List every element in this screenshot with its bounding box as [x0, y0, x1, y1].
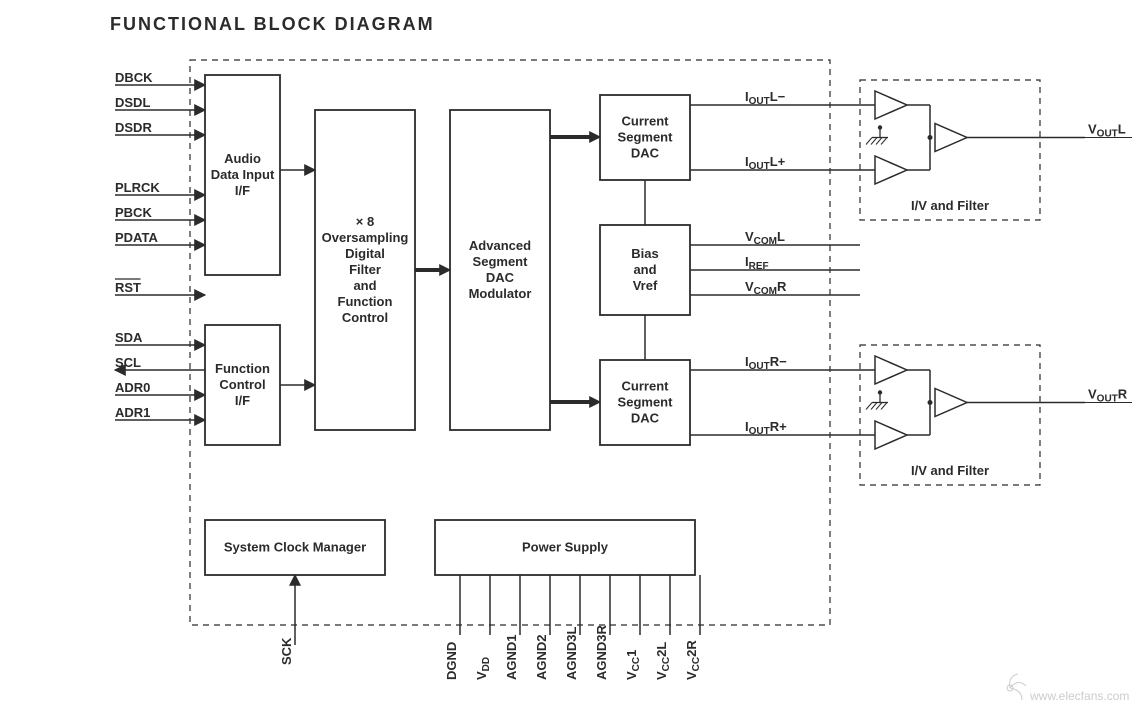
svg-text:VCC2L: VCC2L: [654, 642, 672, 680]
svg-text:Control: Control: [342, 310, 388, 325]
iv-filter: I/V and Filter VOUTL: [860, 80, 1132, 220]
block-clock_mgr: System Clock Manager: [224, 540, 366, 555]
pin-out: IOUTL+: [690, 154, 860, 172]
svg-text:Modulator: Modulator: [469, 286, 532, 301]
block-modulator: AdvancedSegmentDACModulator: [469, 238, 532, 301]
svg-text:Segment: Segment: [618, 130, 674, 145]
pin-scl: SCL: [115, 355, 205, 370]
iv-filter: I/V and Filter VOUTR: [860, 345, 1132, 485]
block-dac_l: CurrentSegmentDAC: [618, 114, 674, 161]
svg-text:Bias: Bias: [631, 246, 658, 261]
svg-text:PBCK: PBCK: [115, 205, 152, 220]
svg-text:Filter: Filter: [349, 262, 381, 277]
svg-text:DGND: DGND: [444, 642, 459, 680]
svg-text:SDA: SDA: [115, 330, 143, 345]
pin-dsdl: DSDL: [115, 95, 205, 110]
svg-text:Current: Current: [622, 114, 670, 129]
svg-text:PDATA: PDATA: [115, 230, 158, 245]
svg-text:I/V and Filter: I/V and Filter: [911, 198, 989, 213]
svg-text:PLRCK: PLRCK: [115, 180, 160, 195]
svg-text:I/V and Filter: I/V and Filter: [911, 463, 989, 478]
svg-text:AGND1: AGND1: [504, 634, 519, 680]
svg-text:Segment: Segment: [473, 254, 529, 269]
svg-text:VCC2R: VCC2R: [684, 640, 702, 680]
svg-text:Vref: Vref: [633, 278, 658, 293]
svg-text:SCK: SCK: [279, 637, 294, 665]
block-audio_if: AudioData InputI/F: [211, 151, 275, 198]
svg-text:System Clock Manager: System Clock Manager: [224, 540, 366, 555]
svg-text:ADR1: ADR1: [115, 405, 150, 420]
svg-text:AGND3R: AGND3R: [594, 624, 609, 680]
pin-out: VCOML: [690, 229, 860, 247]
pin-plrck: PLRCK: [115, 180, 205, 195]
svg-text:Function: Function: [215, 361, 270, 376]
pin-out: IOUTR−: [690, 354, 860, 372]
svg-text:I/F: I/F: [235, 183, 250, 198]
block-bias: BiasandVref: [631, 246, 658, 293]
pin-out: VCOMR: [690, 279, 860, 297]
svg-text:and: and: [353, 278, 376, 293]
svg-text:www.elecfans.com: www.elecfans.com: [1029, 689, 1129, 703]
svg-text:ADR0: ADR0: [115, 380, 150, 395]
svg-text:I/F: I/F: [235, 393, 250, 408]
block-filter: × 8OversamplingDigitalFilterandFunctionC…: [322, 214, 409, 325]
svg-text:Digital: Digital: [345, 246, 385, 261]
svg-text:Segment: Segment: [618, 395, 674, 410]
svg-text:DSDL: DSDL: [115, 95, 150, 110]
svg-text:DAC: DAC: [631, 411, 660, 426]
svg-text:FUNCTIONAL BLOCK DIAGRAM: FUNCTIONAL BLOCK DIAGRAM: [110, 14, 435, 34]
block-func_if: FunctionControlI/F: [215, 361, 270, 408]
pin-pdata: PDATA: [115, 230, 205, 245]
pin-out: IOUTR+: [690, 419, 860, 437]
pin-pbck: PBCK: [115, 205, 205, 220]
svg-text:and: and: [633, 262, 656, 277]
svg-text:DAC: DAC: [631, 146, 660, 161]
svg-text:DAC: DAC: [486, 270, 515, 285]
svg-text:Function: Function: [338, 294, 393, 309]
svg-text:Power Supply: Power Supply: [522, 540, 609, 555]
svg-text:DBCK: DBCK: [115, 70, 153, 85]
block-dac_r: CurrentSegmentDAC: [618, 379, 674, 426]
pin-sda: SDA: [115, 330, 205, 345]
svg-text:SCL: SCL: [115, 355, 141, 370]
watermark: www.elecfans.com: [1007, 674, 1129, 703]
svg-text:VOUTR: VOUTR: [1088, 387, 1128, 405]
pin-out: IREF: [690, 254, 860, 272]
svg-text:Control: Control: [219, 377, 265, 392]
svg-text:VCC1: VCC1: [624, 650, 642, 680]
svg-text:IREF: IREF: [745, 254, 769, 272]
pin-adr0: ADR0: [115, 380, 205, 395]
pin-dbck: DBCK: [115, 70, 205, 85]
svg-text:AGND2: AGND2: [534, 634, 549, 680]
svg-text:Current: Current: [622, 379, 670, 394]
pin-out: IOUTL−: [690, 89, 860, 107]
svg-text:RST: RST: [115, 280, 141, 295]
block-diagram: FUNCTIONAL BLOCK DIAGRAM DBCK DSDL DSDR PLRC…: [0, 0, 1132, 715]
svg-text:× 8: × 8: [356, 214, 374, 229]
svg-text:DSDR: DSDR: [115, 120, 152, 135]
pin-dsdr: DSDR: [115, 120, 205, 135]
svg-text:Audio: Audio: [224, 151, 261, 166]
svg-text:Oversampling: Oversampling: [322, 230, 409, 245]
pin-adr1: ADR1: [115, 405, 205, 420]
block-power: Power Supply: [522, 540, 609, 555]
svg-text:Data Input: Data Input: [211, 167, 275, 182]
svg-text:VOUTL: VOUTL: [1088, 122, 1126, 140]
svg-text:VDD: VDD: [474, 657, 492, 680]
pin-rst: RST: [115, 279, 205, 295]
svg-text:AGND3L: AGND3L: [564, 626, 579, 680]
svg-text:Advanced: Advanced: [469, 238, 531, 253]
